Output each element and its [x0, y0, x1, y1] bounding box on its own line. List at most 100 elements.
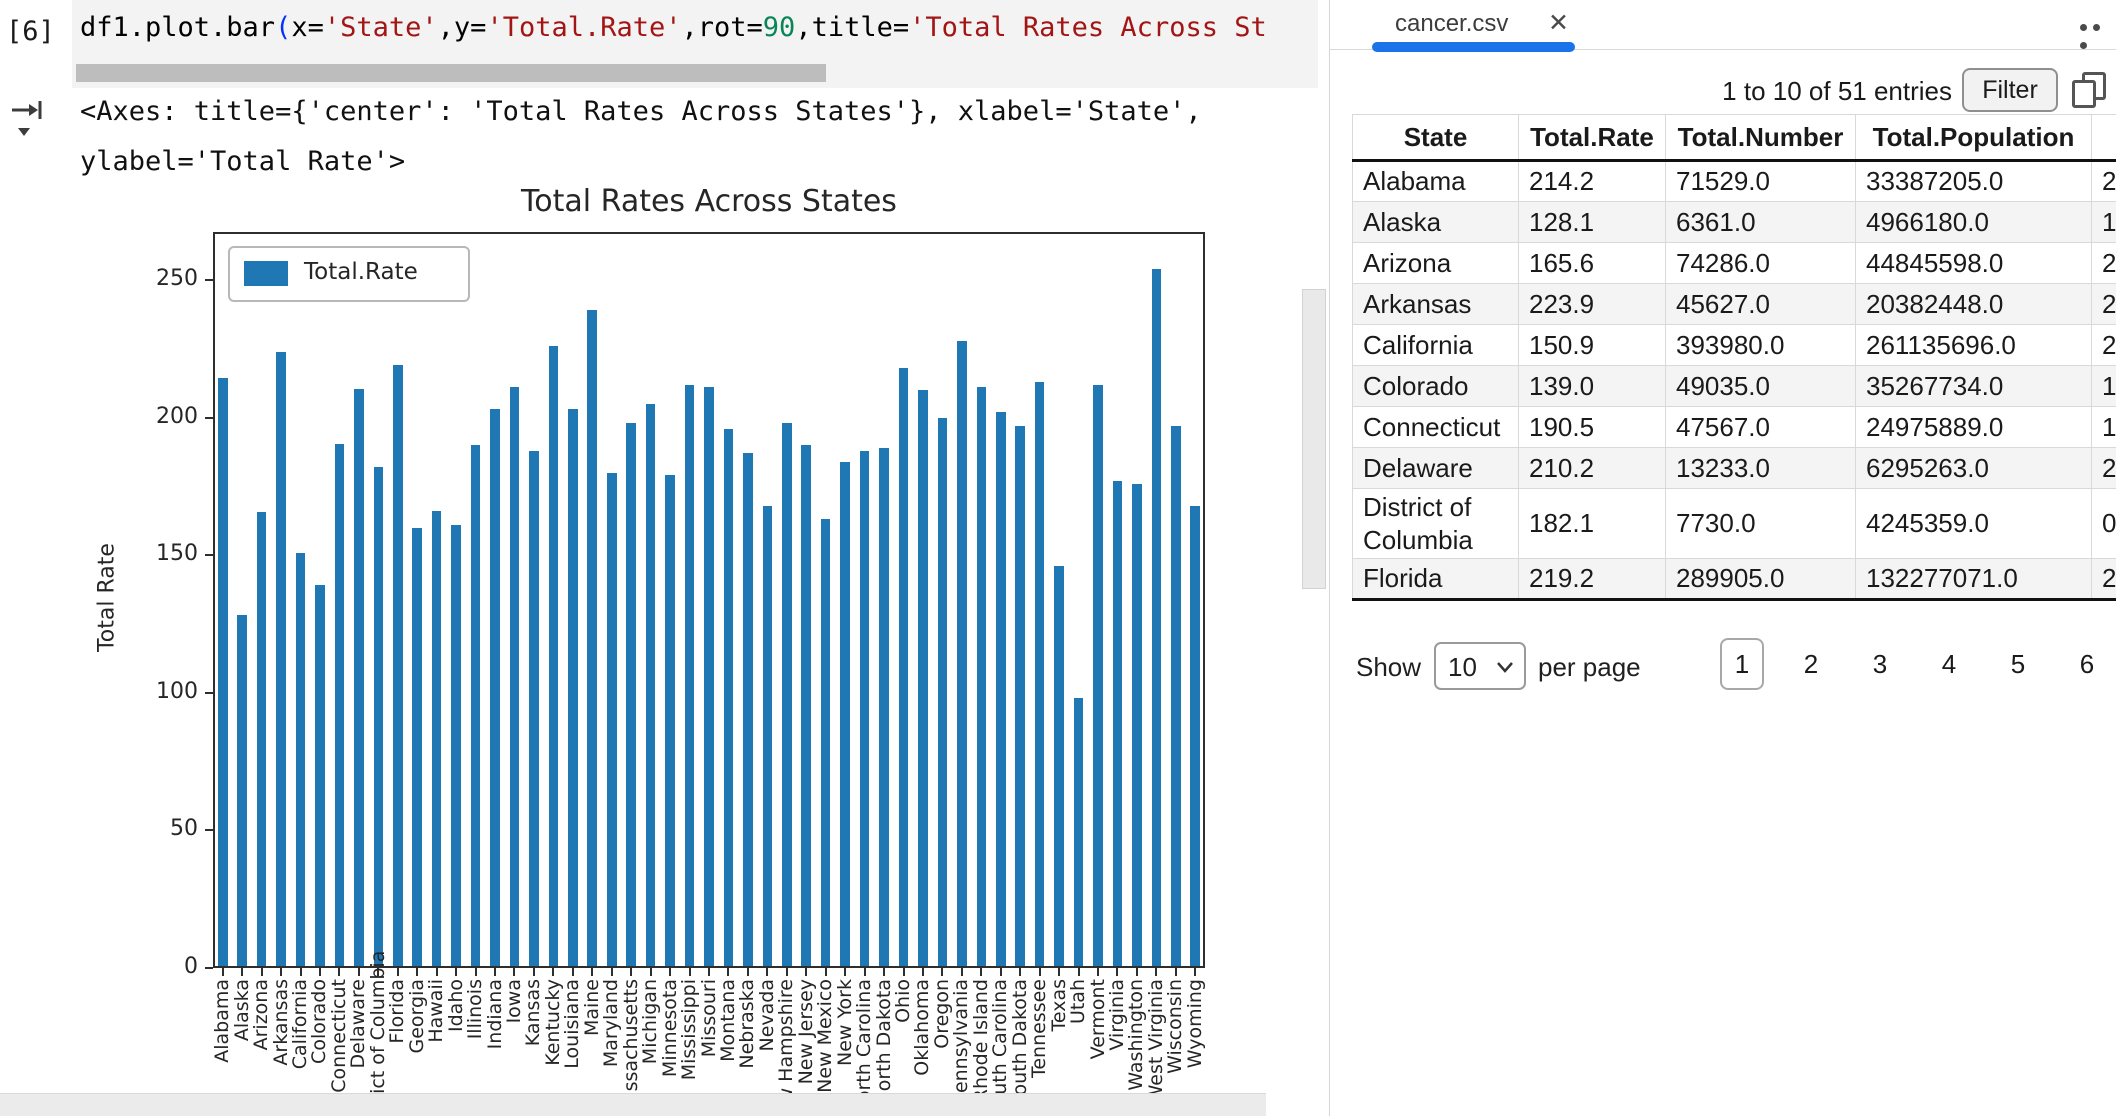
y-tick-label: 100: [156, 678, 198, 704]
y-tick-label: 200: [156, 403, 198, 429]
panel-divider[interactable]: [1329, 0, 1330, 1116]
pagination: 1 2 3 4 5 6: [1700, 632, 2116, 696]
code-input[interactable]: df1.plot.bar(x='State',y='Total.Rate',ro…: [80, 12, 1310, 52]
table-cell: 223.9: [1518, 283, 1666, 325]
x-tick-mark: [318, 967, 321, 976]
table-cell: 261135696.0: [1855, 324, 2092, 366]
table-header-row: State Total.Rate Total.Number Total.Populat…: [1352, 114, 2116, 162]
table-cell: 128.1: [1518, 201, 1666, 243]
table-cell: 24975889.0: [1855, 406, 2092, 448]
table-cell: 2.: [2091, 242, 2116, 284]
x-tick-mark: [532, 967, 535, 976]
page-button-1[interactable]: 1: [1720, 638, 1764, 690]
tab-cancer-csv[interactable]: cancer.csv: [1395, 10, 1509, 37]
filter-button[interactable]: Filter: [1962, 68, 2058, 112]
bar-virginia: [1112, 480, 1123, 968]
table-cell: 182.1: [1518, 488, 1666, 559]
x-tick-mark: [299, 967, 302, 976]
x-tick-mark: [1155, 967, 1158, 976]
table-cell: 45627.0: [1665, 283, 1856, 325]
more-options-icon[interactable]: [2080, 18, 2116, 54]
x-tick-mark: [921, 967, 924, 976]
x-tick-mark: [494, 967, 497, 976]
bar-pennsylvania: [957, 340, 967, 968]
bar-louisiana: [568, 409, 578, 968]
copy-icon[interactable]: [2072, 72, 2112, 112]
x-tick-mark: [941, 967, 944, 976]
table-cell: 150.9: [1518, 324, 1666, 366]
cell-execution-count: [6]: [6, 16, 55, 47]
table-cell: Connecticut: [1352, 406, 1519, 448]
bar-maryland: [606, 472, 617, 968]
bar-montana: [723, 428, 734, 968]
bar-georgia: [412, 527, 423, 968]
table-cell: Arizona: [1352, 242, 1519, 284]
notebook-horizontal-scrollbar[interactable]: [0, 1093, 1266, 1116]
y-tick-mark: [205, 279, 213, 281]
notebook-vertical-scrollbar-thumb[interactable]: [1302, 289, 1326, 589]
column-header-state[interactable]: State: [1352, 114, 1519, 162]
x-tick-mark: [960, 967, 963, 976]
bar-arkansas: [276, 351, 286, 968]
table-cell: 4245359.0: [1855, 488, 2092, 559]
x-tick-mark: [766, 967, 769, 976]
bar-vermont: [1093, 384, 1103, 968]
x-tick-mark: [1097, 967, 1100, 976]
table-cell: 1.: [2091, 365, 2116, 407]
table-cell: 49035.0: [1665, 365, 1856, 407]
table-row[interactable]: District of Columbia 182.1 7730.0 4245359.0…: [1352, 488, 2116, 559]
bar-alabama: [217, 378, 228, 968]
page-size-select[interactable]: 10: [1434, 642, 1526, 690]
bar-ohio: [898, 368, 909, 968]
output-options-icon[interactable]: [10, 98, 44, 151]
x-tick-mark: [708, 967, 710, 976]
bar-district-of-columbia: [373, 466, 384, 968]
column-header-total-number[interactable]: Total.Number: [1665, 114, 1856, 162]
x-tick-mark: [902, 967, 905, 976]
chevron-down-icon: [1496, 660, 1514, 678]
bar-nevada: [762, 505, 773, 968]
csv-data-table: State Total.Rate Total.Number Total.Populat…: [1352, 114, 2116, 601]
page-button-3[interactable]: 3: [1872, 649, 1888, 679]
bar-new-york: [840, 461, 850, 968]
page-button-6[interactable]: 6: [2079, 649, 2095, 679]
table-cell: 74286.0: [1665, 242, 1856, 284]
x-tick-mark: [999, 967, 1002, 976]
code-horizontal-scrollbar-thumb[interactable]: [76, 64, 826, 82]
page-button-5[interactable]: 5: [2010, 649, 2026, 679]
bar-north-dakota: [879, 447, 889, 968]
table-cell: Alaska: [1352, 201, 1519, 243]
x-tick-mark: [805, 967, 808, 976]
x-tick-mark: [1019, 967, 1022, 976]
x-tick-mark: [571, 967, 574, 976]
column-header-total-population[interactable]: Total.Population: [1855, 114, 2092, 162]
bar-kansas: [529, 450, 539, 968]
y-tick-mark: [205, 966, 213, 969]
x-tick-mark: [630, 967, 633, 976]
bar-new-hampshire: [782, 423, 792, 968]
x-tick-mark: [241, 967, 244, 976]
bar-alaska: [237, 615, 247, 968]
table-cell: 6295263.0: [1855, 447, 2092, 489]
page-button-4[interactable]: 4: [1941, 649, 1957, 679]
page-button-2[interactable]: 2: [1803, 649, 1819, 679]
table-cell: 139.0: [1518, 365, 1666, 407]
column-header-total-rate[interactable]: Total.Rate: [1518, 114, 1666, 162]
x-tick-mark: [1135, 967, 1138, 976]
bar-south-carolina: [995, 412, 1006, 968]
tab-close-icon[interactable]: ✕: [1548, 9, 1569, 37]
column-header-ra[interactable]: Ra: [2091, 114, 2116, 162]
bar-oklahoma: [918, 390, 928, 968]
code-cell[interactable]: df1.plot.bar(x='State',y='Total.Rate',ro…: [72, 0, 1318, 88]
x-tick-mark: [416, 967, 419, 976]
chart-title: Total Rates Across States: [521, 184, 897, 219]
